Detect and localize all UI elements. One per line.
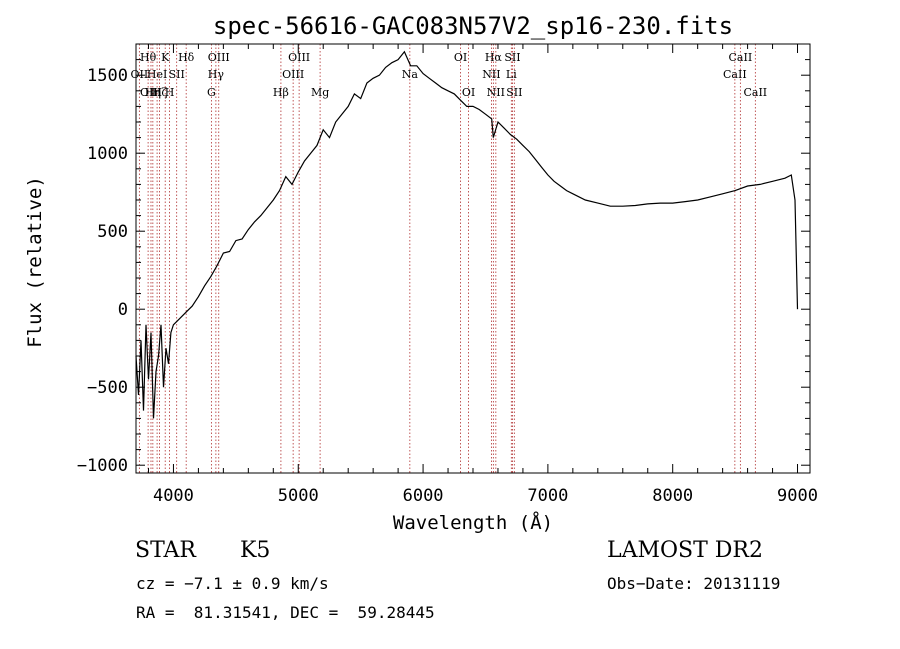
line-marker-label: H — [165, 86, 175, 99]
line-marker-label: CaII — [723, 68, 747, 81]
line-marker-label: Hα — [485, 51, 503, 64]
line-marker-label: Hζ — [152, 86, 168, 99]
coordinates-text: RA = 81.31541, DEC = 59.28445 — [136, 603, 435, 622]
line-marker-label: Li — [506, 68, 517, 81]
y-axis-label: Flux (relative) — [24, 176, 46, 348]
line-marker-label: OIII — [140, 86, 162, 99]
line-marker-label: CaII — [743, 86, 767, 99]
line-marker-label: NII — [482, 68, 500, 81]
line-marker-label: OIII — [282, 68, 304, 81]
line-marker-label: Hθ — [140, 51, 157, 64]
line-marker-label: OII — [131, 68, 149, 81]
line-markers — [138, 44, 756, 473]
y-tick-label: 1500 — [87, 66, 128, 86]
y-tick-label: 1000 — [87, 144, 128, 164]
y-tick-label: −500 — [87, 378, 128, 398]
y-tick-label: 500 — [97, 222, 128, 242]
line-marker-label: Hη — [145, 86, 161, 99]
y-tick-label: −1000 — [77, 456, 128, 476]
object-subclass: K5 — [240, 538, 271, 563]
x-axis-label: Wavelength (Å) — [393, 511, 553, 534]
obs-date: Obs−Date: 20131119 — [607, 574, 781, 593]
x-tick-label: 7000 — [527, 486, 568, 506]
survey-name: LAMOST DR2 — [607, 538, 763, 563]
spectrum-line — [135, 50, 799, 419]
line-marker-label: Na — [402, 68, 419, 81]
line-marker-label: OI — [462, 86, 475, 99]
line-marker-label: Hδ — [178, 51, 195, 64]
line-marker-labels: HθOIIOIIIHηHeIHζKHSIIHδGHγOIIIHβOIIIOIII… — [131, 51, 768, 99]
x-tick-label: 9000 — [777, 486, 818, 506]
chart-title: spec-56616-GAC083N57V2_sp16-230.fits — [213, 12, 733, 40]
line-marker-label: Hβ — [273, 86, 289, 99]
x-tick-label: 6000 — [403, 486, 444, 506]
x-tick-label: 5000 — [278, 486, 319, 506]
line-marker-label: Hγ — [208, 68, 225, 81]
line-marker-label: OI — [454, 51, 467, 64]
plot-frame — [135, 43, 811, 474]
line-marker-label: G — [207, 86, 216, 99]
x-tick-label: 8000 — [652, 486, 693, 506]
line-marker-label: SII — [506, 86, 522, 99]
line-marker-label: K — [161, 51, 170, 64]
line-marker-label: SII — [504, 51, 520, 64]
x-tick-label: 4000 — [153, 486, 194, 506]
y-tick-label: 0 — [118, 300, 128, 320]
y-axis: −1000 −500 0 500 1000 1500 — [77, 59, 810, 476]
line-marker-label: HeI — [147, 68, 167, 81]
line-marker-label: CaII — [729, 51, 753, 64]
line-marker-label: OIII — [208, 51, 230, 64]
line-marker-label: SII — [169, 68, 185, 81]
object-class: STAR — [135, 538, 196, 563]
line-marker-label: NII — [487, 86, 505, 99]
x-axis: 4000 5000 6000 7000 8000 9000 — [147, 44, 818, 506]
line-marker-label: Mg — [311, 86, 329, 99]
line-marker-label: OIII — [288, 51, 310, 64]
redshift-text: cz = −7.1 ± 0.9 km/s — [136, 574, 329, 593]
